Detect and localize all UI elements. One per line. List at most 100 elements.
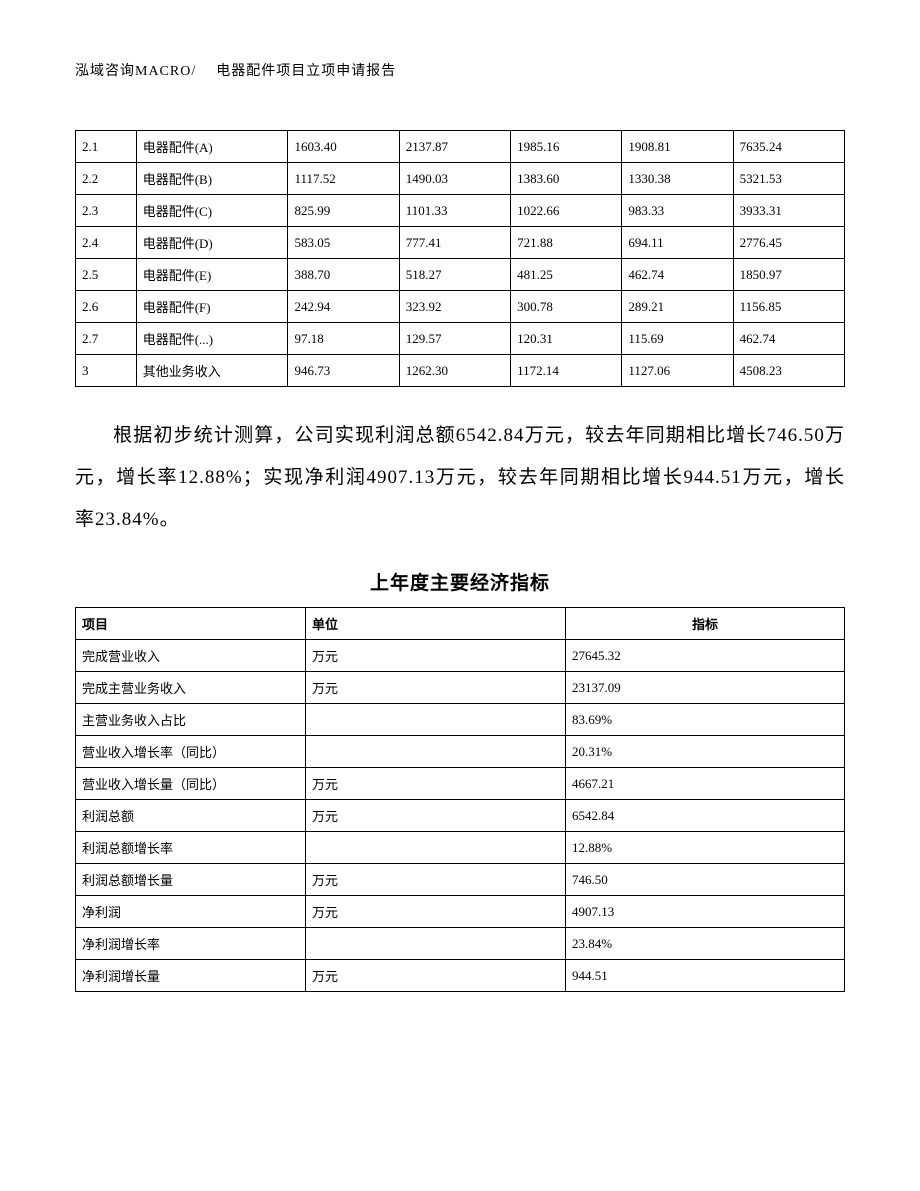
table-cell: 120.31 — [511, 323, 622, 355]
table-row: 3其他业务收入946.731262.301172.141127.064508.2… — [76, 355, 845, 387]
table-cell: 825.99 — [288, 195, 399, 227]
table-row: 营业收入增长率（同比） 20.31% — [76, 736, 845, 768]
header-company: 泓域咨询MACRO/ — [75, 64, 196, 79]
table-cell: 388.70 — [288, 259, 399, 291]
table-row: 利润总额增长量万元746.50 — [76, 864, 845, 896]
table-cell: 利润总额 — [76, 800, 306, 832]
table-cell: 营业收入增长量（同比） — [76, 768, 306, 800]
table-cell: 27645.32 — [566, 640, 845, 672]
table-cell: 1985.16 — [511, 131, 622, 163]
table-cell: 净利润增长率 — [76, 928, 306, 960]
table-row: 利润总额增长率12.88% — [76, 832, 845, 864]
table-cell: 电器配件(B) — [136, 163, 288, 195]
table-cell: 净利润 — [76, 896, 306, 928]
table-cell: 2.5 — [76, 259, 137, 291]
table2-header-cell: 指标 — [566, 608, 845, 640]
table-cell: 营业收入增长率（同比） — [76, 736, 306, 768]
table-row: 2.5电器配件(E)388.70518.27481.25462.741850.9… — [76, 259, 845, 291]
table-cell: 462.74 — [733, 323, 844, 355]
table-cell: 462.74 — [622, 259, 733, 291]
table-cell: 1156.85 — [733, 291, 844, 323]
table-cell: 2.4 — [76, 227, 137, 259]
table-cell: 115.69 — [622, 323, 733, 355]
table-cell: 6542.84 — [566, 800, 845, 832]
table-cell: 3933.31 — [733, 195, 844, 227]
table-cell: 1908.81 — [622, 131, 733, 163]
table-row: 2.7电器配件(...)97.18129.57120.31115.69462.7… — [76, 323, 845, 355]
table-row: 完成主营业务收入万元23137.09 — [76, 672, 845, 704]
table-cell: 83.69% — [566, 704, 845, 736]
table-row: 2.6电器配件(F)242.94323.92300.78289.211156.8… — [76, 291, 845, 323]
table-cell — [306, 736, 566, 768]
table-cell: 3 — [76, 355, 137, 387]
table-row: 净利润万元4907.13 — [76, 896, 845, 928]
table-cell: 20.31% — [566, 736, 845, 768]
table-cell: 万元 — [306, 896, 566, 928]
table-cell: 129.57 — [399, 323, 510, 355]
table-row: 2.1电器配件(A)1603.402137.871985.161908.8176… — [76, 131, 845, 163]
page-header: 泓域咨询MACRO/电器配件项目立项申请报告 — [75, 60, 845, 80]
table-row: 2.3电器配件(C)825.991101.331022.66983.333933… — [76, 195, 845, 227]
table-cell: 1101.33 — [399, 195, 510, 227]
table1-body: 2.1电器配件(A)1603.402137.871985.161908.8176… — [76, 131, 845, 387]
table-cell — [306, 928, 566, 960]
table-cell: 电器配件(A) — [136, 131, 288, 163]
table-cell: 1330.38 — [622, 163, 733, 195]
table-cell: 944.51 — [566, 960, 845, 992]
table-cell: 946.73 — [288, 355, 399, 387]
table-cell: 7635.24 — [733, 131, 844, 163]
table-cell: 5321.53 — [733, 163, 844, 195]
table-row: 2.4电器配件(D)583.05777.41721.88694.112776.4… — [76, 227, 845, 259]
table-cell: 其他业务收入 — [136, 355, 288, 387]
table-cell: 电器配件(D) — [136, 227, 288, 259]
table-cell: 2137.87 — [399, 131, 510, 163]
table-cell: 518.27 — [399, 259, 510, 291]
economic-indicators-table: 项目 单位 指标 完成营业收入万元27645.32完成主营业务收入万元23137… — [75, 607, 845, 992]
table2-header-cell: 单位 — [306, 608, 566, 640]
table-cell: 481.25 — [511, 259, 622, 291]
product-revenue-table: 2.1电器配件(A)1603.402137.871985.161908.8176… — [75, 130, 845, 387]
table-cell: 2776.45 — [733, 227, 844, 259]
table-cell: 电器配件(F) — [136, 291, 288, 323]
table-cell: 4508.23 — [733, 355, 844, 387]
table-cell — [306, 704, 566, 736]
table-cell: 694.11 — [622, 227, 733, 259]
table-row: 净利润增长量万元944.51 — [76, 960, 845, 992]
table-cell: 4907.13 — [566, 896, 845, 928]
table-cell: 23.84% — [566, 928, 845, 960]
table-row: 2.2电器配件(B)1117.521490.031383.601330.3853… — [76, 163, 845, 195]
table-cell: 净利润增长量 — [76, 960, 306, 992]
table-cell: 777.41 — [399, 227, 510, 259]
table-cell: 电器配件(E) — [136, 259, 288, 291]
table-cell: 12.88% — [566, 832, 845, 864]
table-cell: 完成营业收入 — [76, 640, 306, 672]
table-cell: 1127.06 — [622, 355, 733, 387]
table-row: 利润总额万元6542.84 — [76, 800, 845, 832]
table2-header-cell: 项目 — [76, 608, 306, 640]
table-cell: 1172.14 — [511, 355, 622, 387]
table-row: 完成营业收入万元27645.32 — [76, 640, 845, 672]
table-cell: 2.3 — [76, 195, 137, 227]
table-row: 营业收入增长量（同比）万元4667.21 — [76, 768, 845, 800]
table-cell: 万元 — [306, 960, 566, 992]
table-cell: 万元 — [306, 672, 566, 704]
table-row: 主营业务收入占比 83.69% — [76, 704, 845, 736]
table-cell: 主营业务收入占比 — [76, 704, 306, 736]
table-cell: 电器配件(C) — [136, 195, 288, 227]
table-row: 净利润增长率 23.84% — [76, 928, 845, 960]
table-cell: 1262.30 — [399, 355, 510, 387]
table-cell: 1603.40 — [288, 131, 399, 163]
header-doc-title: 电器配件项目立项申请报告 — [216, 64, 396, 79]
table-cell: 电器配件(...) — [136, 323, 288, 355]
table-cell: 4667.21 — [566, 768, 845, 800]
table-cell: 万元 — [306, 864, 566, 896]
table-cell: 300.78 — [511, 291, 622, 323]
summary-text: 根据初步统计测算，公司实现利润总额6542.84万元，较去年同期相比增长746.… — [75, 425, 845, 530]
table2-title: 上年度主要经济指标 — [75, 568, 845, 595]
table2-header-row: 项目 单位 指标 — [76, 608, 845, 640]
summary-paragraph: 根据初步统计测算，公司实现利润总额6542.84万元，较去年同期相比增长746.… — [75, 415, 845, 540]
table-cell: 746.50 — [566, 864, 845, 896]
table-cell: 万元 — [306, 800, 566, 832]
table-cell: 1022.66 — [511, 195, 622, 227]
table-cell: 583.05 — [288, 227, 399, 259]
